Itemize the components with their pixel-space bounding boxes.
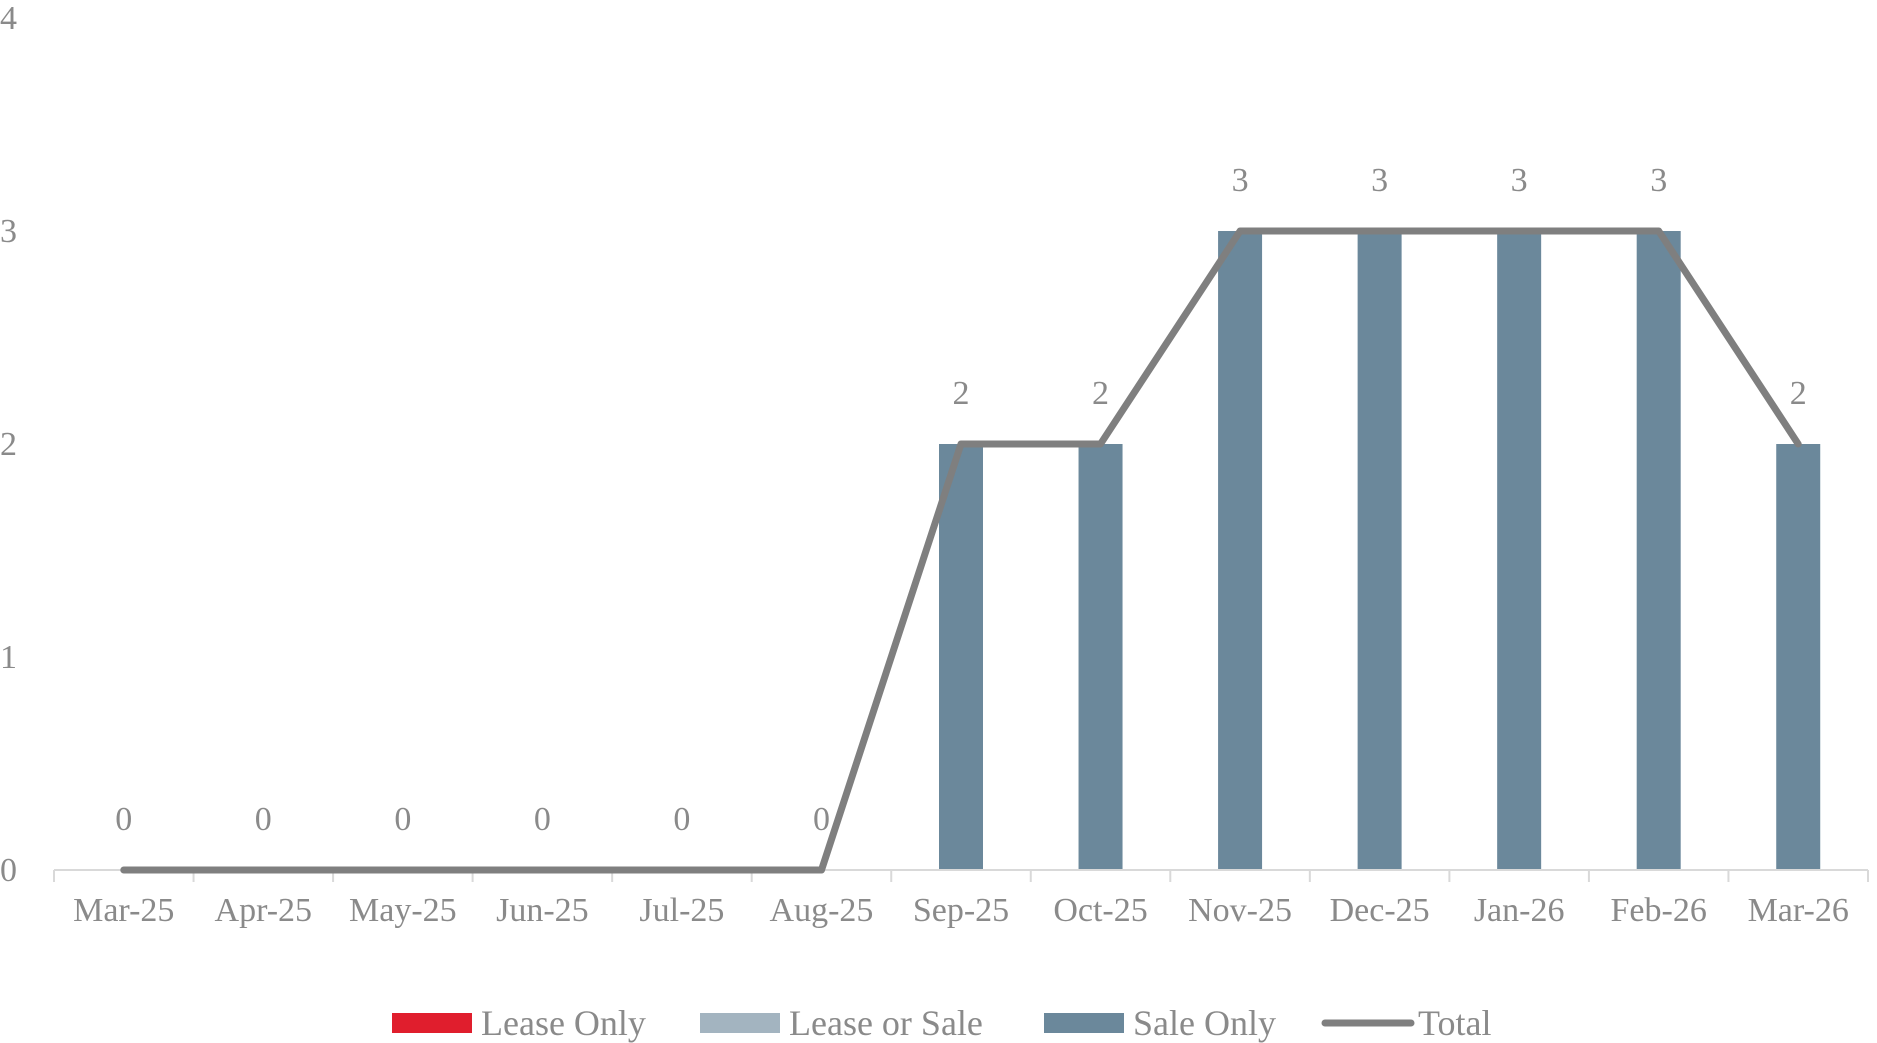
x-tick-label: Apr-25 — [215, 892, 313, 929]
y-axis-ticks: 0 1 2 3 4 — [0, 0, 17, 889]
x-tick-label: Nov-25 — [1188, 892, 1292, 929]
x-tick-label: Aug-25 — [770, 892, 874, 929]
bar-sale-only — [1497, 231, 1542, 870]
bar-sale-only — [1776, 444, 1821, 870]
data-label: 0 — [673, 801, 690, 838]
data-label: 2 — [1092, 375, 1109, 412]
data-label: 0 — [534, 801, 551, 838]
data-label: 0 — [115, 801, 132, 838]
x-tick-label: Feb-26 — [1611, 892, 1707, 929]
x-tick-label: May-25 — [349, 892, 457, 929]
data-label: 3 — [1650, 162, 1667, 199]
y-tick-label: 2 — [0, 426, 17, 463]
data-label: 0 — [813, 801, 830, 838]
bars — [939, 231, 1821, 870]
bar-sale-only — [1636, 231, 1681, 870]
legend-label: Lease or Sale — [789, 1003, 983, 1043]
data-labels: 0 0 0 0 0 0 2 2 3 3 3 3 2 — [115, 162, 1806, 838]
legend-label: Lease Only — [481, 1003, 646, 1043]
bar-sale-only — [939, 444, 983, 870]
x-tick-label: Jul-25 — [639, 892, 724, 929]
legend-label: Sale Only — [1133, 1003, 1276, 1043]
y-tick-label: 1 — [0, 639, 17, 676]
x-axis-labels: Mar-25 Apr-25 May-25 Jun-25 Jul-25 Aug-25 Sep-… — [73, 892, 1849, 929]
total-series-line — [120, 227, 1802, 874]
data-label: 0 — [255, 801, 272, 838]
data-label: 3 — [1511, 162, 1528, 199]
data-label: 3 — [1371, 162, 1388, 199]
x-tick-label: Sep-25 — [913, 892, 1009, 929]
legend-label: Total — [1418, 1003, 1491, 1043]
bar-sale-only — [1218, 231, 1263, 870]
data-label: 2 — [953, 375, 970, 412]
data-label: 2 — [1790, 375, 1807, 412]
y-tick-label: 3 — [0, 213, 17, 250]
y-tick-label: 4 — [0, 0, 17, 37]
x-tick-label: Jun-25 — [496, 892, 589, 929]
bar-sale-only — [1078, 444, 1123, 870]
x-tick-label: Mar-26 — [1748, 892, 1849, 929]
x-tick-label: Mar-25 — [73, 892, 174, 929]
x-tick-label: Jan-26 — [1474, 892, 1565, 929]
x-tick-label: Oct-25 — [1053, 892, 1147, 929]
x-tick-label: Dec-25 — [1330, 892, 1430, 929]
legend-swatch — [392, 1013, 472, 1033]
legend-swatch — [1044, 1013, 1124, 1033]
y-tick-label: 0 — [0, 852, 17, 889]
data-label: 3 — [1232, 162, 1249, 199]
legend: Lease Only Lease or Sale Sale Only Total — [392, 1003, 1491, 1043]
data-label: 0 — [394, 801, 411, 838]
bar-sale-only — [1357, 231, 1402, 870]
legend-swatch — [700, 1013, 780, 1033]
